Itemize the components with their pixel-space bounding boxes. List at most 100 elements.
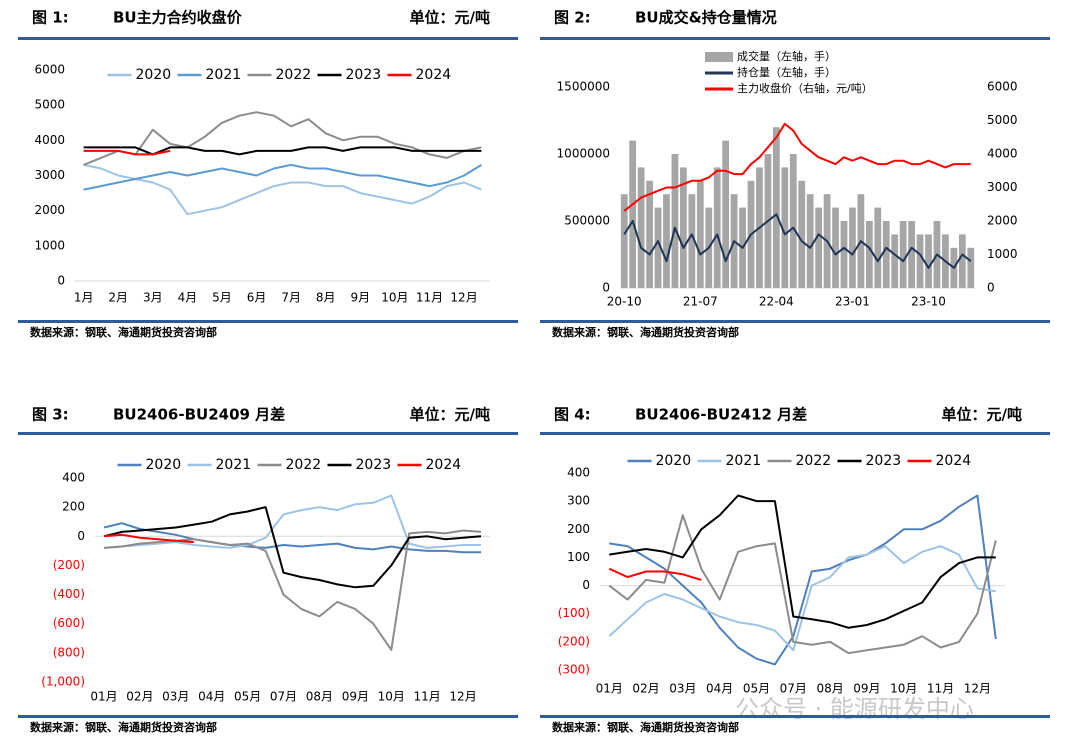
chart-title: BU主力合约收盘价 (113, 9, 243, 27)
source: 数据来源：钢联、海通期货投资咨询部 (30, 325, 217, 339)
y-tick-label: 1000000 (557, 147, 610, 161)
legend-label: 2023 (866, 453, 902, 469)
x-tick-label: 11月 (414, 690, 441, 704)
bar (629, 140, 637, 288)
x-tick-label: 10月 (378, 690, 405, 704)
legend-label: 持仓量（左轴，手） (737, 65, 836, 79)
x-tick-label: 23-01 (835, 295, 870, 309)
y-tick-label: 200 (567, 522, 590, 536)
source: 数据来源：钢联、海通期货投资咨询部 (552, 325, 739, 339)
y-tick-label: 400 (62, 471, 85, 485)
header-rule (540, 37, 1050, 40)
y2-tick-label: 0 (987, 281, 995, 295)
bar (696, 180, 704, 288)
x-tick-label: 07月 (780, 682, 807, 696)
figure-label: 图 4: (554, 406, 591, 424)
bar (840, 221, 848, 288)
figure-label: 图 1: (32, 9, 69, 27)
series-line (609, 494, 996, 629)
chart-title: BU成交&持仓量情况 (635, 9, 777, 27)
figure-label: 图 3: (32, 406, 69, 424)
legend-label: 2024 (416, 67, 452, 83)
legend-label: 2020 (656, 453, 692, 469)
bar (882, 221, 890, 288)
x-tick-label: 2月 (108, 291, 128, 305)
bar (967, 247, 975, 288)
y2-tick-label: 2000 (987, 214, 1018, 228)
x-tick-label: 4月 (178, 291, 198, 305)
y-tick-label: 300 (567, 494, 590, 508)
chart-title: BU2406-BU2409 月差 (113, 406, 285, 424)
x-tick-label: 12月 (964, 682, 991, 696)
x-tick-label: 08月 (816, 682, 843, 696)
x-tick-label: 09月 (342, 690, 369, 704)
y2-tick-label: 4000 (987, 147, 1018, 161)
x-tick-label: 3月 (143, 291, 163, 305)
y-tick-label: 0 (57, 274, 65, 288)
x-tick-label: 21-07 (683, 295, 718, 309)
legend-label: 2023 (346, 67, 382, 83)
bar (958, 234, 966, 288)
x-tick-label: 12月 (449, 690, 476, 704)
series-line (103, 533, 194, 544)
y-tick-label: (200) (558, 634, 590, 648)
series-line (83, 111, 482, 166)
bar (688, 194, 696, 288)
bar (646, 180, 653, 288)
x-tick-label: 03月 (669, 682, 696, 696)
x-tick-label: 01月 (90, 690, 117, 704)
x-tick-label: 12月 (450, 291, 477, 305)
series-line (608, 545, 996, 652)
y-tick-label: 1000 (34, 238, 65, 252)
x-tick-label: 05月 (743, 682, 770, 696)
x-tick-label: 02月 (632, 682, 659, 696)
bar (916, 234, 924, 288)
y-tick-label: 3000 (34, 168, 65, 182)
unit-label: 单位：元/吨 (942, 406, 1022, 424)
bar (832, 207, 839, 288)
x-tick-label: 1月 (74, 291, 94, 305)
legend-label: 2020 (136, 67, 172, 83)
figure-label: 图 2: (554, 9, 591, 27)
y-tick-label: 1500000 (557, 80, 610, 94)
legend-swatch (705, 52, 733, 62)
bar (671, 154, 679, 288)
y-tick-label: (800) (53, 645, 85, 659)
x-tick-label: 20-10 (607, 295, 642, 309)
series-line (103, 522, 481, 554)
legend-label: 2021 (726, 453, 762, 469)
unit-label: 单位：元/吨 (410, 9, 490, 27)
bar (654, 207, 662, 288)
x-tick-label: 03月 (162, 690, 189, 704)
x-tick-label: 11月 (416, 291, 443, 305)
y2-tick-label: 6000 (987, 80, 1018, 94)
legend-label: 2021 (206, 67, 242, 83)
series-line (103, 506, 482, 589)
y-tick-label: (100) (558, 606, 590, 620)
y-tick-label: (1,000) (41, 675, 85, 689)
x-tick-label: 01月 (596, 682, 623, 696)
legend-label: 成交量（左轴，手） (737, 49, 836, 63)
x-tick-label: 6月 (247, 291, 267, 305)
x-tick-label: 9月 (350, 291, 370, 305)
bar (663, 194, 670, 288)
x-tick-label: 04月 (198, 690, 225, 704)
bar (849, 207, 856, 288)
x-tick-label: 5月 (212, 291, 232, 305)
bar (620, 194, 628, 288)
x-tick-label: 09月 (853, 682, 880, 696)
y-tick-label: 400 (567, 466, 590, 480)
bar (722, 140, 730, 288)
series-line (103, 529, 482, 651)
legend-label: 2022 (796, 453, 832, 469)
series-line (609, 494, 997, 666)
bar (781, 167, 789, 288)
x-tick-label: 08月 (306, 690, 333, 704)
series-line (83, 146, 482, 156)
source: 数据来源：钢联、海通期货投资咨询部 (552, 720, 739, 734)
y2-tick-label: 1000 (987, 247, 1018, 261)
bar (637, 167, 645, 288)
y-tick-label: 100 (567, 550, 590, 564)
header-rule (18, 432, 518, 435)
y-tick-label: 6000 (34, 63, 65, 77)
